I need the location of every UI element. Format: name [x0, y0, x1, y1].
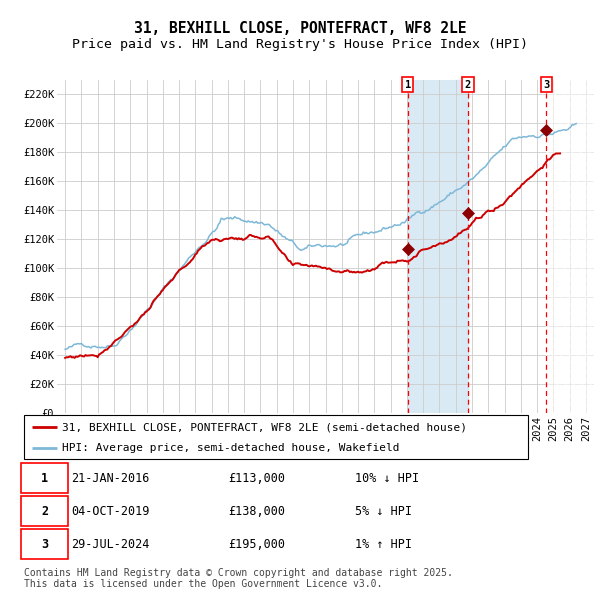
Bar	[408, 80, 468, 413]
Text: 31, BEXHILL CLOSE, PONTEFRACT, WF8 2LE: 31, BEXHILL CLOSE, PONTEFRACT, WF8 2LE	[134, 21, 466, 35]
Text: £138,000: £138,000	[228, 505, 285, 519]
Text: 1: 1	[41, 472, 48, 486]
Text: £195,000: £195,000	[228, 538, 285, 552]
Text: 5% ↓ HPI: 5% ↓ HPI	[355, 505, 412, 519]
Text: Contains HM Land Registry data © Crown copyright and database right 2025.
This d: Contains HM Land Registry data © Crown c…	[24, 568, 453, 589]
Text: 31, BEXHILL CLOSE, PONTEFRACT, WF8 2LE (semi-detached house): 31, BEXHILL CLOSE, PONTEFRACT, WF8 2LE (…	[62, 422, 467, 432]
Text: 2: 2	[465, 80, 471, 90]
Text: 2: 2	[41, 505, 48, 519]
Text: 21-JAN-2016: 21-JAN-2016	[71, 472, 149, 486]
Text: 1% ↑ HPI: 1% ↑ HPI	[355, 538, 412, 552]
FancyBboxPatch shape	[21, 529, 68, 559]
Text: Price paid vs. HM Land Registry's House Price Index (HPI): Price paid vs. HM Land Registry's House …	[72, 38, 528, 51]
Text: 3: 3	[41, 538, 48, 552]
Text: 3: 3	[543, 80, 550, 90]
FancyBboxPatch shape	[21, 463, 68, 493]
Text: 10% ↓ HPI: 10% ↓ HPI	[355, 472, 419, 486]
Text: 04-OCT-2019: 04-OCT-2019	[71, 505, 149, 519]
FancyBboxPatch shape	[21, 496, 68, 526]
Text: 1: 1	[404, 80, 411, 90]
Text: £113,000: £113,000	[228, 472, 285, 486]
Text: HPI: Average price, semi-detached house, Wakefield: HPI: Average price, semi-detached house,…	[62, 443, 400, 453]
Text: 29-JUL-2024: 29-JUL-2024	[71, 538, 149, 552]
